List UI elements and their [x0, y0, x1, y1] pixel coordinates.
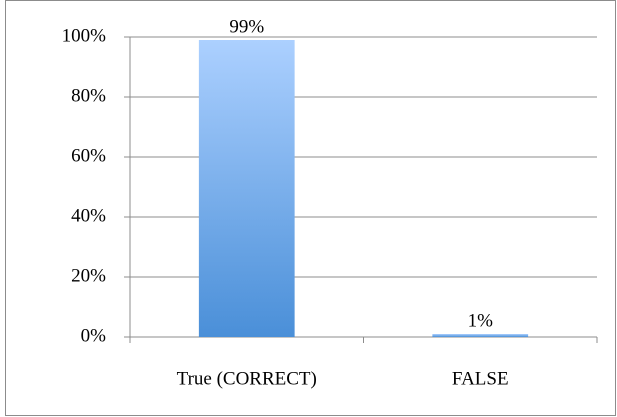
chart-border: [5, 0, 616, 416]
y-tick-label: 100%: [62, 25, 107, 46]
x-tick-label: True (CORRECT): [177, 368, 317, 389]
x-tick-label: FALSE: [452, 368, 509, 389]
bar: [198, 40, 295, 337]
data-label: 1%: [468, 310, 494, 331]
y-tick-label: 0%: [81, 325, 107, 346]
y-tick-label: 20%: [71, 265, 106, 286]
data-label: 99%: [229, 16, 264, 37]
y-tick-label: 60%: [71, 145, 106, 166]
y-tick-label: 40%: [71, 205, 106, 226]
bar: [432, 334, 529, 337]
y-tick-label: 80%: [71, 85, 106, 106]
